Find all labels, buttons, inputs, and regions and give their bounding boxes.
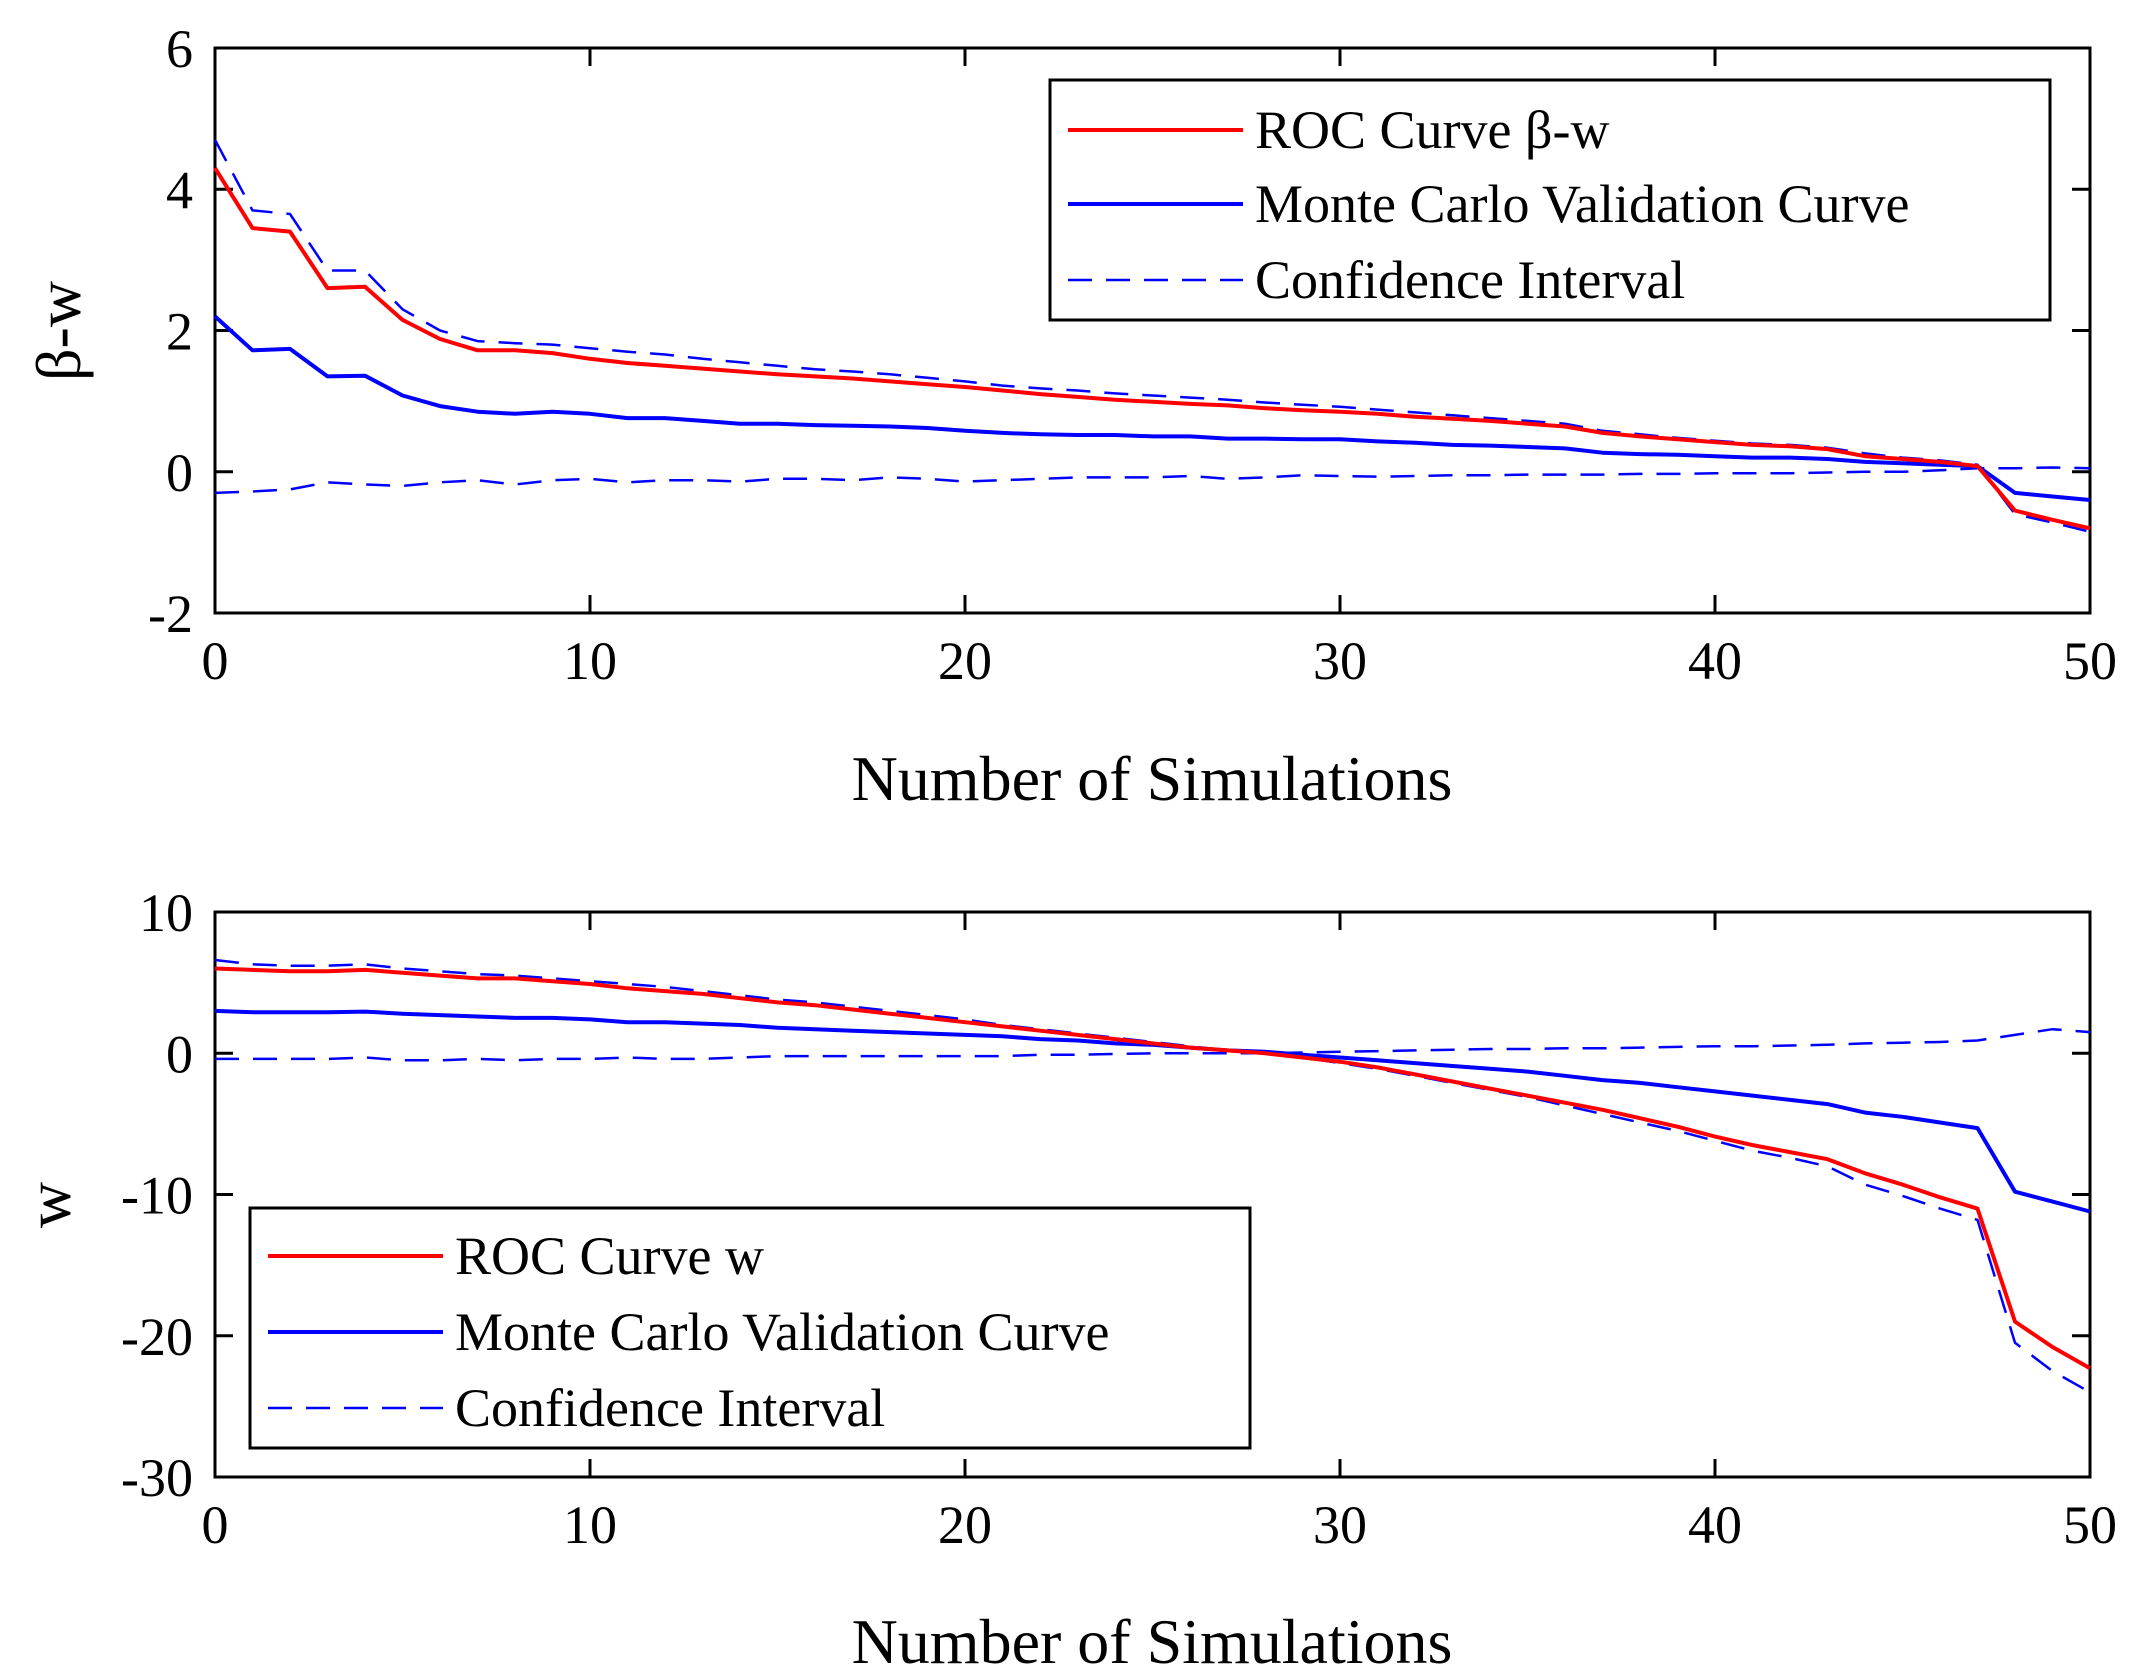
top-x-tick-label: 0	[202, 631, 229, 691]
bottom-x-tick-label: 40	[1688, 1495, 1742, 1555]
bottom-x-tick-label: 10	[563, 1495, 617, 1555]
bottom-legend: ROC Curve w Monte Carlo Validation Curve…	[248, 1206, 1252, 1450]
bottom-y-tick-label: 0	[166, 1024, 193, 1084]
bottom-chart: 0 10 20 30 40 50 -30 -20 -10 0 10 Number of Simula…	[13, 883, 2117, 1670]
bottom-x-tick-label: 20	[938, 1495, 992, 1555]
bottom-legend-label-ci: Confidence Interval	[455, 1378, 885, 1438]
bottom-legend-label-mc: Monte Carlo Validation Curve	[455, 1302, 1109, 1362]
top-x-axis-label: Number of Simulations	[852, 743, 1453, 814]
bottom-y-tick-label: 10	[139, 883, 193, 943]
top-series-roc	[213, 167, 2091, 531]
bottom-series	[214, 958, 2091, 1394]
bottom-series-ci-lower	[215, 1027, 2091, 1062]
bottom-series-roc	[214, 966, 2091, 1370]
top-series-ci-lower	[214, 466, 2091, 495]
top-y-axis-label: β-w	[23, 281, 94, 381]
bottom-y-tick-label: -10	[121, 1166, 193, 1226]
top-y-tick-label: -2	[148, 584, 193, 644]
bottom-legend-label-roc: ROC Curve w	[455, 1226, 764, 1286]
top-series-monte-carlo	[213, 314, 2091, 502]
top-legend-label-mc: Monte Carlo Validation Curve	[1255, 174, 1909, 234]
top-x-tick-label: 50	[2063, 631, 2117, 691]
bottom-legend-box	[248, 1206, 1252, 1450]
top-series-ci-upper	[213, 139, 2091, 534]
bottom-x-axis-label: Number of Simulations	[852, 1606, 1453, 1670]
bottom-y-tick-label: -20	[121, 1307, 193, 1367]
top-legend-box	[1048, 78, 2052, 322]
top-legend: ROC Curve β-w Monte Carlo Validation Cur…	[1048, 78, 2052, 322]
bottom-x-tick-label: 30	[1313, 1495, 1367, 1555]
top-y-tick-label: 4	[166, 160, 193, 220]
bottom-series-ci-upper	[214, 958, 2091, 1394]
top-legend-label-roc: ROC Curve β-w	[1255, 100, 1609, 160]
top-x-tick-label: 40	[1688, 631, 1742, 691]
top-legend-label-ci: Confidence Interval	[1255, 250, 1685, 310]
bottom-y-axis-label: w	[13, 1182, 84, 1228]
bottom-x-tick-label: 0	[202, 1495, 229, 1555]
bottom-x-tick-label: 50	[2063, 1495, 2117, 1555]
top-x-tick-label: 10	[563, 631, 617, 691]
top-series	[213, 139, 2091, 534]
top-y-tick-label: 2	[166, 302, 193, 362]
bottom-ticks: 0 10 20 30 40 50 -30 -20 -10 0 10	[121, 883, 2117, 1555]
top-x-tick-label: 30	[1313, 631, 1367, 691]
bottom-y-tick-label: -30	[121, 1448, 193, 1508]
top-y-tick-label: 0	[166, 443, 193, 503]
top-x-tick-label: 20	[938, 631, 992, 691]
top-y-tick-label: 6	[166, 19, 193, 79]
